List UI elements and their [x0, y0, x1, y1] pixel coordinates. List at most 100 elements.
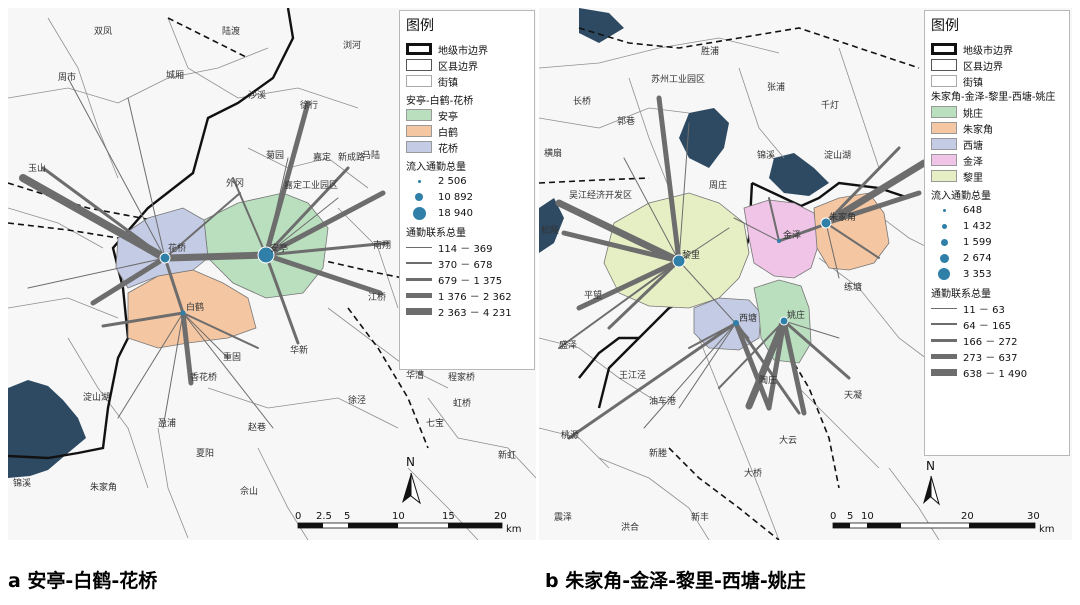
- legend-flow-item: 166 － 272: [931, 332, 1063, 348]
- legend-area-anting: 安亭: [406, 107, 528, 123]
- legend-flow-item: 1 376 － 2 362: [406, 287, 528, 303]
- caption-a: a 安亭-白鹤-花桥: [8, 570, 158, 592]
- swatch-thick-box: [931, 43, 957, 55]
- dot-icon: [938, 268, 950, 280]
- place-label: 陶庄: [759, 374, 777, 386]
- inflow-node-baihe: [180, 310, 186, 316]
- svg-text:10: 10: [392, 511, 405, 522]
- place-label: 江桥: [368, 291, 386, 303]
- place-label: 朱家角: [829, 211, 856, 223]
- place-label: 白鹤: [186, 301, 204, 313]
- legend-prefecture-boundary: 地级市边界: [406, 41, 528, 57]
- district-boundaries: [539, 37, 950, 540]
- place-label: 淀山湖: [824, 149, 851, 161]
- legend-flow-title: 通勤联系总量: [406, 228, 466, 239]
- line-icon: [931, 368, 957, 376]
- svg-text:km: km: [506, 524, 522, 535]
- place-label: 七宝: [426, 417, 444, 429]
- svg-text:N: N: [926, 459, 935, 473]
- place-label: 徐泾: [348, 394, 366, 406]
- place-label: 天凝: [844, 390, 862, 401]
- legend-flow-item: 273 － 637: [931, 348, 1063, 364]
- place-label: 周市: [58, 71, 76, 83]
- place-label: 淀山湖: [83, 391, 110, 403]
- map-canvas-b: 苏州工业园区 胜浦 张浦 长桥 郭巷 吴江经济开发区 松陵 黎里 金泽 朱家角 …: [539, 8, 1055, 540]
- place-label: 盈浦: [158, 417, 176, 429]
- legend-town: 街镇: [931, 73, 1063, 89]
- place-label: 陆渡: [222, 25, 240, 37]
- line-icon: [406, 262, 432, 264]
- line-icon: [406, 307, 432, 315]
- swatch-box: [406, 75, 432, 87]
- place-label: 洪合: [621, 521, 639, 533]
- svg-text:5: 5: [847, 511, 853, 522]
- place-label: 南翔: [373, 239, 391, 251]
- place-label: 大云: [779, 434, 797, 446]
- dot-icon: [417, 179, 421, 183]
- prefecture-boundary: [578, 336, 639, 379]
- svg-text:km: km: [1039, 524, 1055, 535]
- swatch-thick-box: [406, 43, 432, 55]
- scale-bar-a: 0 2.5 5 10 15 20 km: [295, 511, 522, 535]
- svg-text:10: 10: [861, 511, 874, 522]
- place-label: 外冈: [226, 177, 244, 189]
- legend-area-baihe: 白鹤: [406, 123, 528, 139]
- place-label: 大桥: [744, 467, 762, 479]
- place-label: 沙溪: [248, 89, 266, 101]
- place-label: 城厢: [166, 70, 184, 81]
- place-label: 徐行: [300, 99, 318, 111]
- inflow-node-huaqiao: [159, 252, 171, 264]
- legend-flow-item: 679 － 1 375: [406, 271, 528, 287]
- place-label: 夏阳: [196, 448, 214, 459]
- line-icon: [931, 338, 957, 342]
- legend-a: 图例 地级市边界 区县边界 街镇 安亭-白鹤-花桥 安亭 白鹤 花桥 流入通勤总…: [399, 10, 535, 370]
- legend-inflow-title: 流入通勤总量: [406, 162, 466, 173]
- legend-prefecture-boundary: 地级市边界: [931, 41, 1063, 57]
- place-label: 虹桥: [453, 397, 471, 409]
- legend-area-lili: 黎里: [931, 168, 1063, 184]
- place-label: 松陵: [541, 224, 559, 236]
- legend-area-yaozhuang: 姚庄: [931, 104, 1063, 120]
- legend-area-jinze: 金泽: [931, 152, 1063, 168]
- place-label: 姚庄: [787, 309, 805, 321]
- place-label: 西塘: [739, 312, 757, 324]
- line-icon: [406, 277, 432, 281]
- place-label: 佘山: [240, 485, 258, 497]
- line-icon: [931, 323, 957, 325]
- place-label: 华漕: [406, 369, 424, 381]
- line-icon: [406, 246, 432, 248]
- place-labels-b: 苏州工业园区 胜浦 张浦 长桥 郭巷 吴江经济开发区 松陵 黎里 金泽 朱家角 …: [541, 45, 862, 533]
- legend-flow-item: 2 363 － 4 231: [406, 303, 528, 319]
- place-label: 双凤: [94, 26, 112, 37]
- swatch-box: [931, 138, 957, 150]
- place-label: 王江泾: [619, 369, 646, 381]
- inflow-node-zhujiajiao: [820, 217, 832, 229]
- legend-flow-item: 638 － 1 490: [931, 364, 1063, 380]
- area-anting: [203, 192, 329, 299]
- swatch-box: [931, 106, 957, 118]
- svg-text:0: 0: [830, 511, 836, 522]
- place-label: 盛泽: [559, 339, 577, 351]
- place-label: 吴江经济开发区: [569, 189, 632, 201]
- map-panel-b: 苏州工业园区 胜浦 张浦 长桥 郭巷 吴江经济开发区 松陵 黎里 金泽 朱家角 …: [539, 8, 1072, 540]
- dot-icon: [940, 238, 948, 246]
- svg-text:0: 0: [295, 511, 301, 522]
- lake-yangcheng: [579, 8, 624, 43]
- dot-icon: [415, 193, 423, 201]
- place-label: 胜浦: [701, 45, 719, 57]
- map-canvas-a: 双凤 陆渡 浏河 周市 城厢 沙溪 徐行 马陆 嘉定工业园区 新成路 南翔 江桥…: [8, 8, 536, 540]
- legend-flow-item: 370 － 678: [406, 255, 528, 271]
- place-label: 花桥: [168, 242, 186, 254]
- place-label: 张浦: [767, 81, 785, 93]
- legend-area-huaqiao: 花桥: [406, 139, 528, 155]
- place-label: 新虹: [498, 449, 516, 461]
- swatch-box: [406, 109, 432, 121]
- lake-dushu: [679, 108, 729, 168]
- legend-district-boundary: 区县边界: [931, 57, 1063, 73]
- place-label: 新丰: [691, 511, 709, 523]
- legend-inflow-title: 流入通勤总量: [931, 191, 991, 202]
- place-label: 朱家角: [90, 481, 117, 493]
- lake-taihu: [539, 198, 564, 253]
- commute-flows-a: [19, 77, 390, 429]
- place-label: 震泽: [554, 512, 572, 523]
